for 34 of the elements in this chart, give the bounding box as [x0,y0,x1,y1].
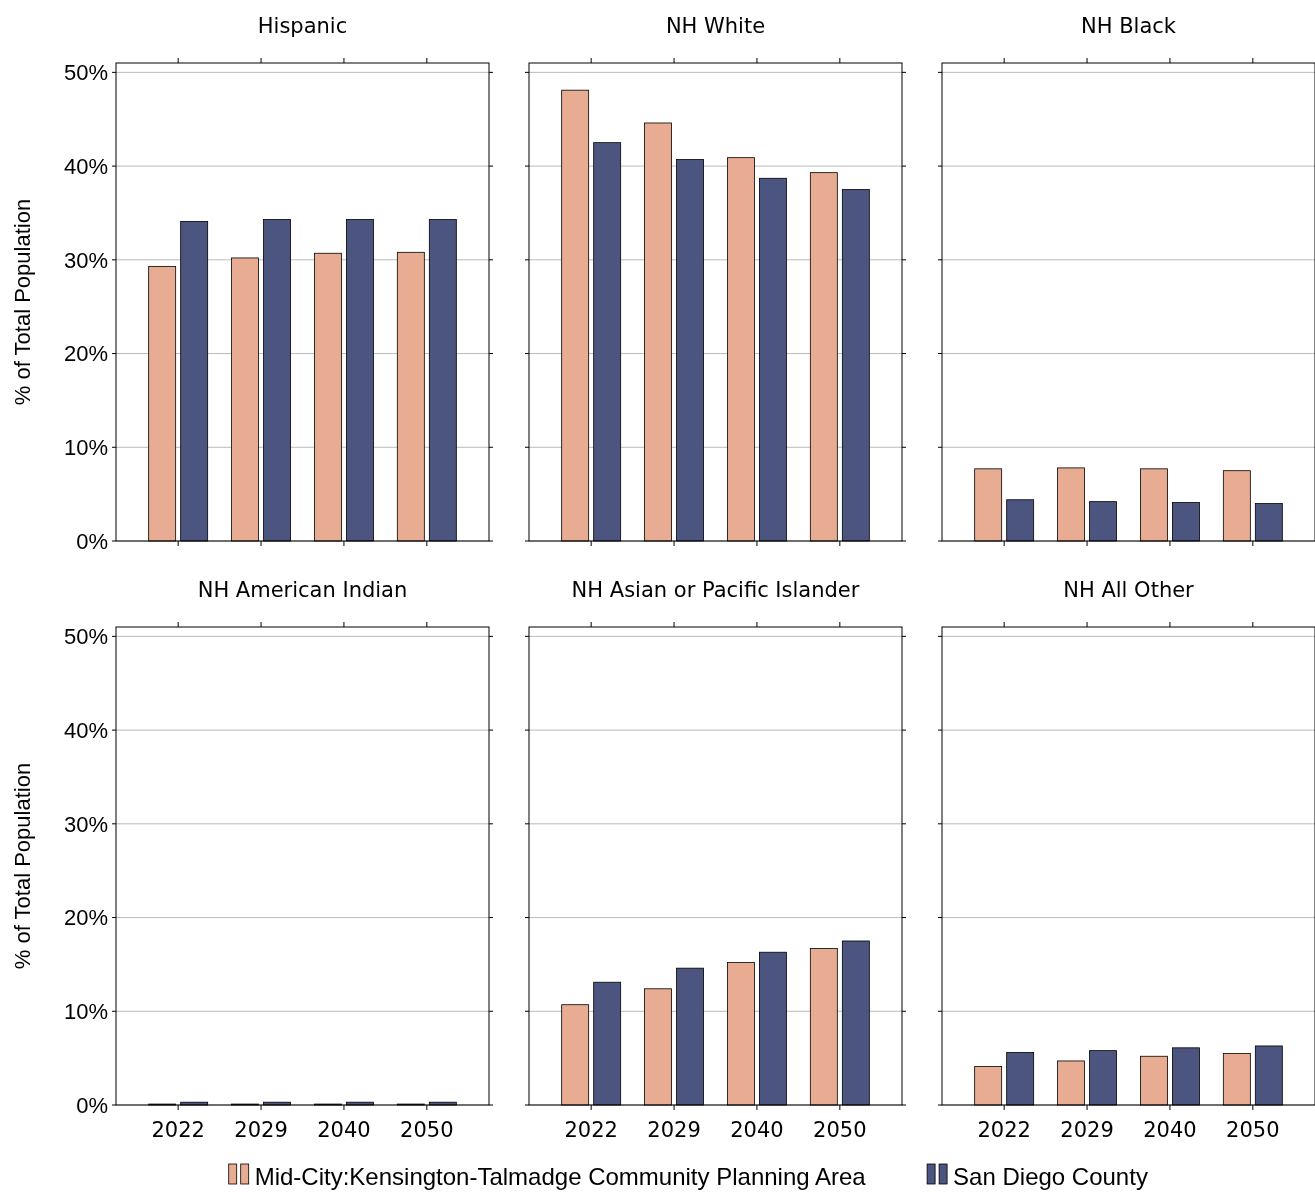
y-tick-label: 10% [63,998,108,1024]
legend-label: San Diego County [953,1163,1148,1191]
x-tick-label: 2029 [234,1118,288,1142]
y-axis-title: % of Total Population [10,762,35,970]
chart-title: NH All Other [1063,578,1195,602]
chart-title: NH White [665,14,766,38]
y-tick-label: 0% [76,1092,108,1118]
y-tick-label: 20% [63,341,108,367]
x-tick-label: 2040 [1143,1118,1197,1142]
y-tick-label: 50% [63,60,108,86]
y-axis-title: % of Total Population [10,198,35,406]
x-tick-label: 2050 [1226,1118,1280,1142]
x-tick-label: 2029 [647,1118,701,1142]
x-tick-label: 2040 [730,1118,784,1142]
chart-title: NH American Indian [197,578,408,602]
y-tick-label: 30% [63,247,108,273]
y-tick-label: 40% [63,717,108,743]
y-tick-label: 20% [63,905,108,931]
y-tick-label: 10% [63,434,108,460]
y-tick-label: 0% [76,528,108,554]
legend-label: Mid-City:Kensington-Talmadge Community Planning Area [254,1163,867,1191]
y-tick-label: 50% [63,624,108,650]
y-tick-label: 40% [63,153,108,179]
y-tick-label: 30% [63,811,108,837]
x-tick-label: 2050 [400,1118,454,1142]
x-tick-label: 2050 [813,1118,867,1142]
chart-title: NH Asian or Pacific Islander [571,578,860,602]
x-tick-label: 2022 [564,1118,618,1142]
x-tick-label: 2040 [317,1118,371,1142]
x-tick-label: 2029 [1060,1118,1114,1142]
chart-title: Hispanic [257,14,348,38]
x-tick-label: 2022 [151,1118,205,1142]
x-tick-label: 2022 [977,1118,1031,1142]
chart-title: NH Black [1081,14,1177,38]
